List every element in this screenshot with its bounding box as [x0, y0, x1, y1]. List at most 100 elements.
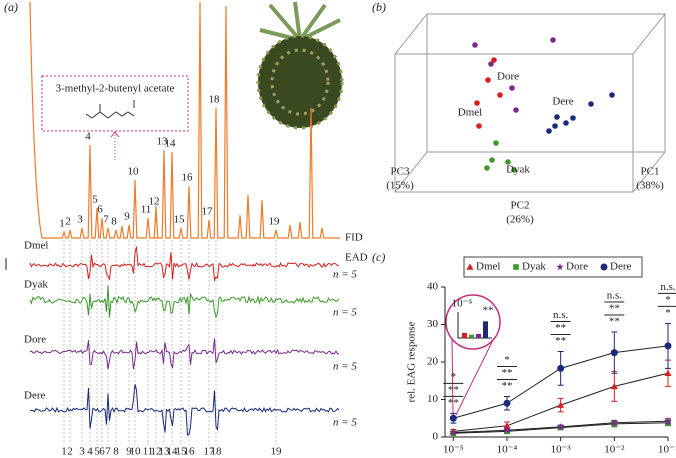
- ead-trace: [29, 246, 340, 283]
- ead-label: EAD: [345, 252, 368, 264]
- peak-number: 9: [124, 211, 130, 223]
- fid-trace: [29, 1, 340, 239]
- ead-trace: [29, 285, 340, 319]
- peak-number: 14: [167, 446, 179, 458]
- peak-number: 14: [165, 138, 177, 150]
- legend-label: Dore: [566, 261, 588, 273]
- y-tick-label: 10: [427, 393, 439, 405]
- peak-number: 15: [174, 214, 186, 226]
- marker: [449, 428, 457, 436]
- pca-point: [476, 123, 482, 129]
- trace-n: n = 5: [333, 417, 357, 429]
- x-tick-label: 10⁻³: [551, 444, 572, 456]
- significance: **: [555, 322, 566, 334]
- pca-point: [497, 92, 503, 98]
- peak-number: 7: [103, 214, 109, 226]
- pca-box: [394, 13, 666, 193]
- peak-number: 11: [141, 204, 152, 216]
- significance: **: [555, 335, 566, 347]
- peak-number: 19: [269, 216, 281, 228]
- trace-name: Dore: [24, 334, 46, 346]
- structure: [85, 100, 135, 119]
- marker: [503, 399, 511, 407]
- panel-label: (a): [4, 0, 18, 14]
- legend-marker: [466, 263, 474, 270]
- peak-number: 19: [271, 446, 283, 458]
- inset-bar: [462, 333, 467, 338]
- peak-number: 16: [182, 172, 194, 184]
- pca-point: [505, 159, 511, 165]
- x-tick-label: 10⁻²: [604, 444, 625, 456]
- significance: **: [501, 367, 512, 379]
- legend-marker: [556, 263, 564, 271]
- axis-name: PC2: [511, 200, 530, 212]
- peak-number: 17: [204, 446, 216, 458]
- y-axis-title: rel. EAG response: [406, 321, 418, 402]
- significance: **: [501, 380, 512, 392]
- marker: [610, 418, 618, 426]
- pca-point: [588, 101, 594, 107]
- significance: *: [665, 307, 671, 319]
- inset-significance: **: [483, 305, 494, 317]
- peak-number: 4: [87, 446, 93, 458]
- significance: **: [448, 397, 459, 409]
- marker: [610, 382, 618, 390]
- group-label: Dmel: [458, 107, 482, 119]
- y-tick-label: 30: [427, 318, 439, 330]
- peak-number: 4: [85, 131, 91, 143]
- pca-point: [546, 128, 552, 134]
- significance: *: [451, 371, 457, 383]
- peak-number: 7: [105, 446, 111, 458]
- pca-point: [554, 114, 560, 120]
- peak-number: 16: [184, 446, 196, 458]
- peak-number: 3: [77, 214, 83, 226]
- pca-point: [484, 165, 490, 171]
- inset-link: [451, 337, 495, 416]
- compound-name: 3-methyl-2-butenyl acetate: [56, 83, 175, 95]
- peak-number: 13: [157, 136, 169, 148]
- y-tick-label: 20: [427, 356, 439, 368]
- peak-number: 9: [126, 446, 132, 458]
- peak-number: 2: [67, 446, 73, 458]
- significance: n.s.: [607, 290, 623, 302]
- trace-n: n = 5: [333, 361, 357, 373]
- axis-share: (15%): [386, 180, 414, 192]
- peak-number: 18: [211, 446, 223, 458]
- peak-number: 12: [151, 446, 162, 458]
- significance: *: [665, 294, 671, 306]
- marker: [557, 423, 565, 430]
- axis-name: PC3: [391, 166, 410, 178]
- inset-bar: [469, 334, 474, 338]
- marker: [664, 342, 672, 350]
- axis-name: PC1: [641, 166, 660, 178]
- pca-point: [509, 85, 515, 91]
- significance: n.s.: [660, 281, 676, 293]
- significance: **: [609, 316, 620, 328]
- trace-n: n = 5: [333, 307, 357, 319]
- trace-n: n = 5: [333, 269, 357, 281]
- ead-trace: [29, 338, 340, 370]
- panel-label: (c): [372, 250, 385, 264]
- axis-share: (38%): [636, 180, 664, 192]
- legend-label: Dere: [610, 261, 631, 273]
- peak-number: 15: [176, 446, 188, 458]
- marker: [557, 364, 565, 372]
- significance: **: [448, 384, 459, 396]
- x-tick-label: 10⁻⁴: [497, 444, 518, 456]
- fid-label: FID: [345, 232, 363, 244]
- legend-label: Dyak: [522, 261, 546, 273]
- peak-number: 3: [79, 446, 85, 458]
- panel-label: (b): [372, 0, 386, 14]
- significance: **: [609, 303, 620, 315]
- inset-label: 10⁻⁵: [452, 298, 473, 310]
- x-tick-label: 10⁻⁵: [443, 444, 464, 456]
- peak-number: 6: [99, 446, 105, 458]
- peak-number: 6: [97, 204, 103, 216]
- trace-name: Dere: [24, 390, 45, 402]
- x-tick-label: 10⁻¹: [658, 444, 676, 456]
- marker: [610, 349, 618, 357]
- legend-label: Dmel: [476, 261, 500, 273]
- peak-number: 5: [92, 194, 98, 206]
- legend-box: [463, 256, 643, 278]
- marker: [557, 401, 565, 408]
